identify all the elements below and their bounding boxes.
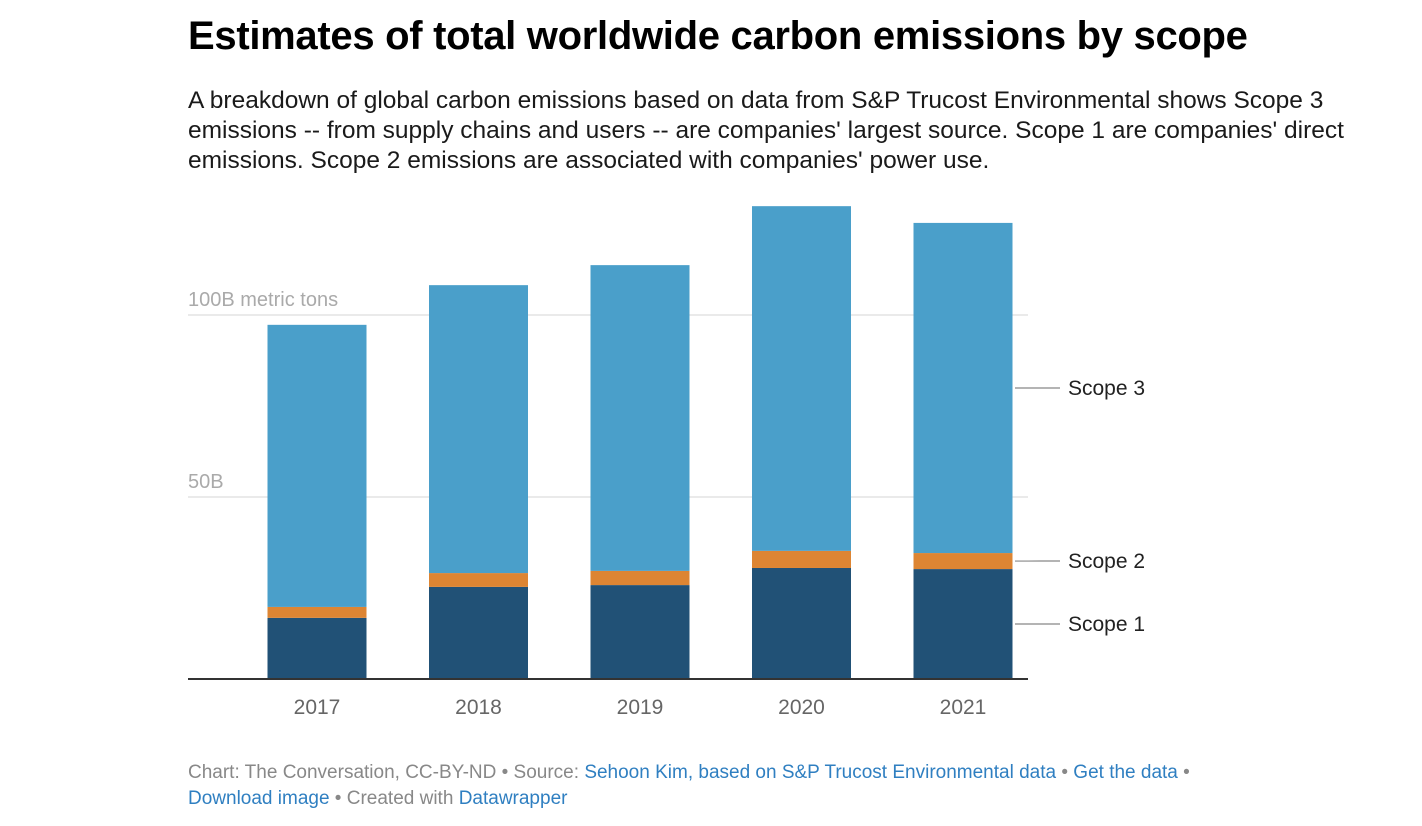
- footer: Chart: The Conversation, CC-BY-ND • Sour…: [188, 760, 1338, 812]
- footer-credit: Chart: The Conversation, CC-BY-ND • Sour…: [188, 762, 585, 783]
- x-tick-label: 2018: [455, 696, 502, 719]
- series-label: Scope 1: [1068, 613, 1145, 636]
- bar-scope-2-2019: [590, 570, 690, 586]
- x-tick-label: 2020: [778, 696, 825, 719]
- x-tick-label: 2021: [940, 696, 987, 719]
- source-link[interactable]: Sehoon Kim, based on S&P Trucost Environ…: [584, 762, 1057, 783]
- chart-title: Estimates of total worldwide carbon emis…: [188, 14, 1248, 58]
- bar-scope-2-2017: [267, 606, 367, 618]
- bar-scope-1-2017: [267, 617, 367, 679]
- bar-scope-2-2018: [429, 573, 528, 587]
- x-tick-label: 2019: [617, 696, 664, 719]
- bar-scope-3-2017: [267, 324, 367, 607]
- bar-scope-2-2021: [913, 553, 1013, 570]
- bar-scope-3-2020: [752, 206, 851, 551]
- x-tick-label: 2017: [294, 696, 341, 719]
- series-label: Scope 2: [1068, 550, 1145, 573]
- series-label: Scope 3: [1068, 377, 1145, 400]
- bar-scope-1-2018: [429, 586, 528, 679]
- bar-scope-2-2020: [752, 550, 851, 568]
- chart-subtitle: A breakdown of global carbon emissions b…: [188, 87, 1344, 174]
- bar-scope-3-2019: [590, 265, 690, 571]
- get-data-link[interactable]: Get the data: [1073, 762, 1178, 783]
- separator: •: [1056, 762, 1074, 783]
- y-tick-label: 50B: [188, 471, 224, 493]
- bar-scope-1-2021: [913, 569, 1013, 679]
- download-image-link[interactable]: Download image: [188, 788, 330, 809]
- bar-scope-3-2021: [913, 222, 1013, 554]
- separator: •: [1177, 762, 1190, 783]
- bar-scope-3-2018: [429, 285, 528, 574]
- bar-scope-1-2020: [752, 567, 851, 679]
- stacked-bar-chart: 50B 100B metric tons 2017 2018 2019 2020 2021 S…: [188, 206, 1145, 719]
- y-tick-label: 100B metric tons: [188, 289, 338, 311]
- bar-scope-1-2019: [590, 585, 690, 679]
- created-with: • Created with: [329, 788, 459, 809]
- datawrapper-link[interactable]: Datawrapper: [458, 788, 568, 809]
